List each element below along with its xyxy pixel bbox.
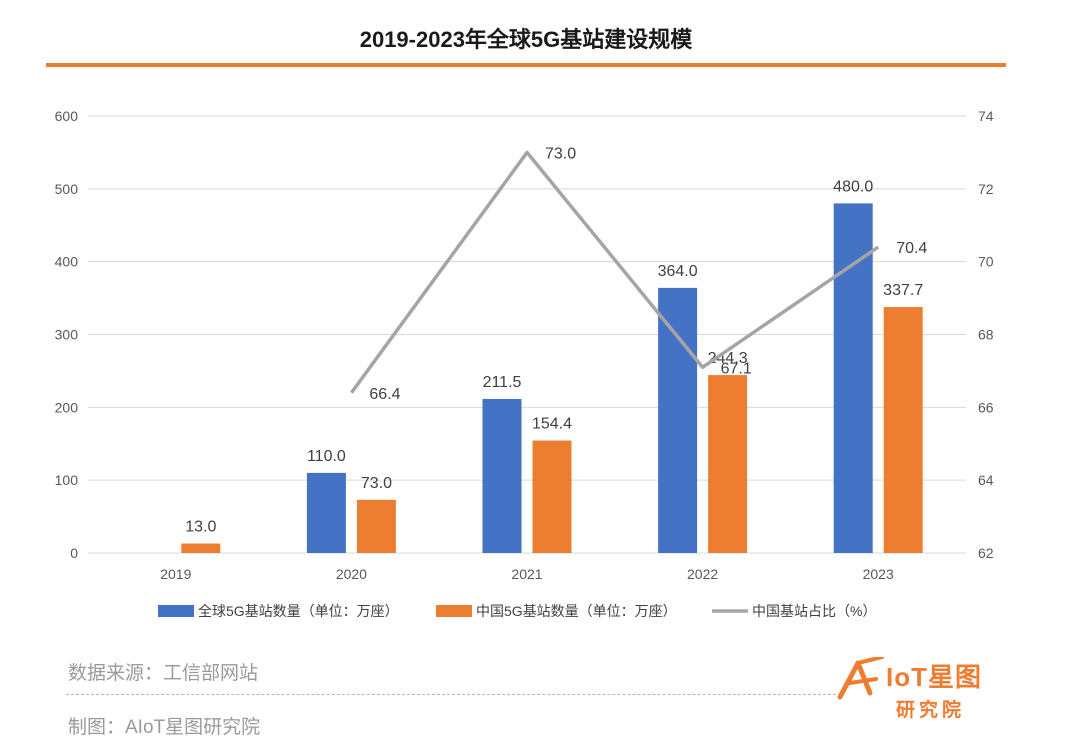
bar-china xyxy=(181,543,221,553)
bar-data-label: 244.3 xyxy=(708,350,748,367)
line-data-label: 66.4 xyxy=(369,386,400,403)
bar-global xyxy=(482,398,522,553)
y-left-tick-label: 300 xyxy=(55,327,79,343)
y-right-tick-label: 68 xyxy=(978,327,994,343)
y-right-tick-label: 62 xyxy=(978,545,994,561)
legend-swatch xyxy=(436,605,472,617)
y-left-tick-label: 100 xyxy=(55,472,79,488)
ratio-line xyxy=(349,150,880,394)
bar-china xyxy=(532,440,572,553)
line-data-label: 73.0 xyxy=(545,145,576,162)
bar-china xyxy=(356,499,396,553)
source-text: 数据来源：工信部网站 xyxy=(68,663,259,684)
x-tick-label: 2021 xyxy=(511,566,542,582)
bar-data-label: 110.0 xyxy=(307,448,346,465)
logo-a-mark-icon xyxy=(837,657,884,700)
y-right-tick-label: 72 xyxy=(978,181,994,197)
y-left-tick-label: 400 xyxy=(55,254,79,270)
y-left-tick-label: 600 xyxy=(55,108,79,124)
credit-text: 制图：AIoT星图研究院 xyxy=(68,717,261,738)
x-tick-label: 2022 xyxy=(687,566,718,582)
bar-data-label: 154.4 xyxy=(532,416,572,433)
y-right-tick-label: 74 xyxy=(978,108,994,124)
bar-data-label: 364.0 xyxy=(658,263,698,280)
brand-logo: IoT星图 研究院 xyxy=(836,653,1006,733)
legend-label: 中国5G基站数量（单位：万座） xyxy=(476,603,677,619)
legend-label: 全球5G基站数量（单位：万座） xyxy=(198,603,399,619)
bar-data-label: 337.7 xyxy=(883,282,923,299)
logo-subtitle: 研究院 xyxy=(896,700,966,721)
bar-data-label: 13.0 xyxy=(185,519,216,536)
chart-title: 2019-2023年全球5G基站建设规模 xyxy=(359,27,693,52)
bar-china xyxy=(883,307,923,553)
bar-global xyxy=(306,472,346,553)
line-data-label: 70.4 xyxy=(896,240,927,257)
bar-china xyxy=(708,375,748,553)
x-tick-label: 2020 xyxy=(336,566,367,582)
bar-data-label: 211.5 xyxy=(483,374,522,391)
line-data-label: 67.1 xyxy=(721,360,752,377)
logo-text: IoT星图 xyxy=(886,662,982,692)
legend-swatch xyxy=(158,605,194,617)
y-right-tick-label: 64 xyxy=(978,472,994,488)
bar-global xyxy=(833,203,873,553)
legend-label: 中国基站占比（%） xyxy=(752,603,876,619)
y-right-tick-label: 70 xyxy=(978,254,994,270)
title-rule xyxy=(46,63,1006,67)
y-right-tick-label: 66 xyxy=(978,399,994,415)
x-tick-label: 2023 xyxy=(863,566,894,582)
y-left-tick-label: 200 xyxy=(55,399,79,415)
bar-data-label: 73.0 xyxy=(361,475,392,492)
y-left-tick-label: 0 xyxy=(70,545,78,561)
x-tick-label: 2019 xyxy=(160,566,191,582)
chart: 0 100 200 300 400 500 600 62 64 66 68 70 72 74 2019 202… xyxy=(55,108,994,619)
y-left-tick-label: 500 xyxy=(55,181,79,197)
bar-data-label: 480.0 xyxy=(833,178,873,195)
divider-dashed xyxy=(66,694,836,695)
bar-global xyxy=(658,287,698,553)
